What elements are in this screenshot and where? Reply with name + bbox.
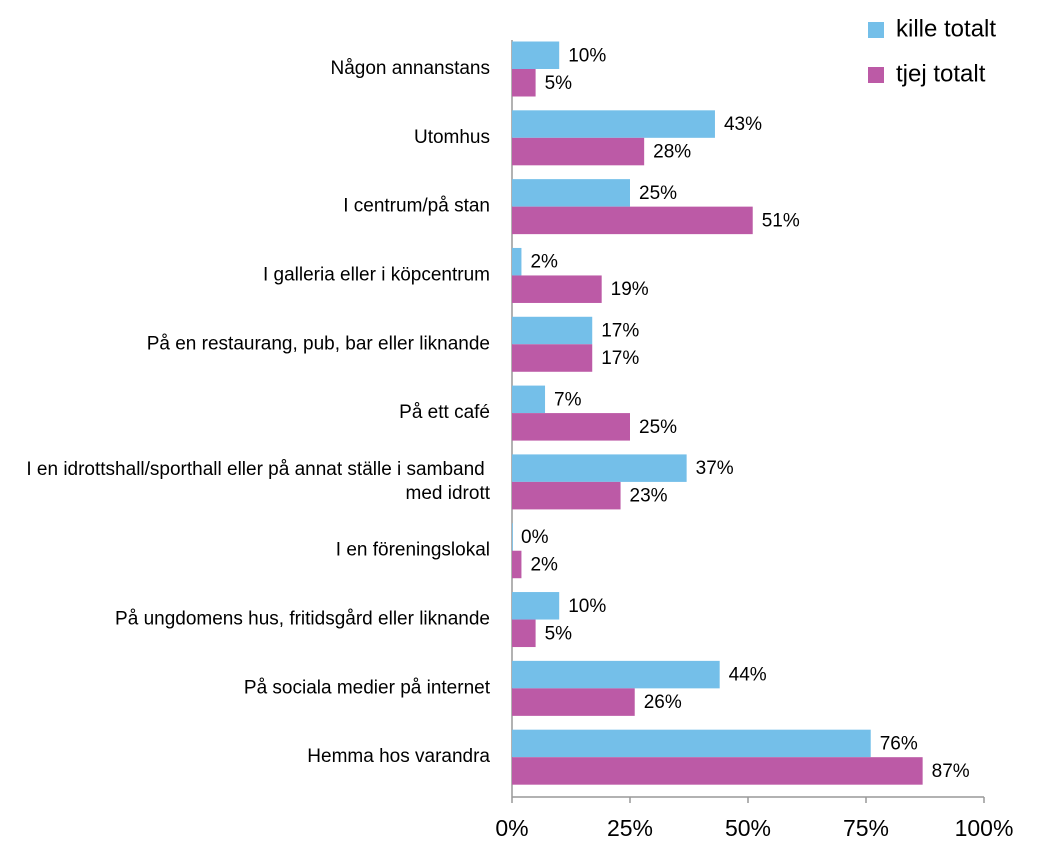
data-label: 10% — [568, 596, 606, 617]
x-tick-label: 100% — [955, 815, 1014, 841]
bar — [512, 247, 522, 276]
bar — [512, 69, 536, 97]
category-label: På ett café — [399, 402, 490, 423]
data-label: 0% — [521, 527, 549, 548]
bar — [512, 619, 536, 648]
data-label: 7% — [554, 389, 582, 410]
category-label: På ungdomens hus, fritidsgård eller likn… — [115, 609, 490, 630]
bar — [512, 729, 871, 758]
bar — [512, 413, 630, 441]
x-tick-label: 75% — [843, 815, 889, 841]
bar — [512, 757, 923, 785]
bar — [512, 523, 513, 551]
legend-swatch — [868, 67, 884, 83]
category-label: Hemma hos varandra — [307, 746, 490, 767]
bar — [512, 550, 522, 579]
bar — [512, 481, 621, 510]
category-label: I galleria eller i köpcentrum — [263, 264, 490, 285]
category-label: På en restaurang, pub, bar eller liknand… — [147, 333, 490, 354]
category-label: På sociala medier på internet — [244, 677, 491, 698]
data-label: 87% — [932, 761, 970, 782]
data-label: 2% — [530, 252, 558, 273]
data-label: 5% — [545, 623, 573, 644]
legend-swatch — [868, 22, 884, 38]
bar — [512, 316, 593, 345]
data-label: 76% — [880, 733, 918, 754]
data-label: 17% — [601, 321, 639, 342]
bar — [512, 344, 593, 372]
data-label: 26% — [644, 692, 682, 713]
bar — [512, 206, 753, 235]
data-label: 23% — [630, 486, 668, 507]
data-label: 51% — [762, 210, 800, 231]
bar — [512, 179, 630, 207]
x-tick-label: 25% — [607, 815, 653, 841]
data-label: 17% — [601, 348, 639, 369]
bar — [512, 592, 560, 620]
bar — [512, 454, 687, 482]
category-label: I centrum/på stan — [343, 196, 490, 217]
legend-label: kille totalt — [896, 15, 996, 42]
category-label: Någon annanstans — [330, 58, 490, 79]
bar — [512, 137, 645, 166]
x-tick-label: 0% — [495, 815, 528, 841]
data-label: 2% — [530, 554, 558, 575]
bar — [512, 385, 546, 414]
bar — [512, 110, 715, 138]
data-label: 25% — [639, 183, 677, 204]
data-label: 25% — [639, 417, 677, 438]
data-label: 44% — [729, 665, 767, 686]
bar — [512, 275, 602, 303]
bar — [512, 41, 560, 69]
category-label: I en föreningslokal — [336, 540, 490, 561]
data-label: 19% — [611, 279, 649, 300]
data-label: 10% — [568, 45, 606, 66]
data-label: 28% — [653, 142, 691, 163]
data-label: 37% — [696, 458, 734, 479]
x-tick-label: 50% — [725, 815, 771, 841]
category-label: Utomhus — [414, 127, 490, 148]
bar — [512, 688, 635, 716]
bar — [512, 660, 720, 689]
data-label: 43% — [724, 114, 762, 135]
category-label: I en idrottshall/sporthall eller på anna… — [26, 459, 490, 504]
data-label: 5% — [545, 73, 573, 94]
legend-label: tjej totalt — [896, 60, 986, 87]
